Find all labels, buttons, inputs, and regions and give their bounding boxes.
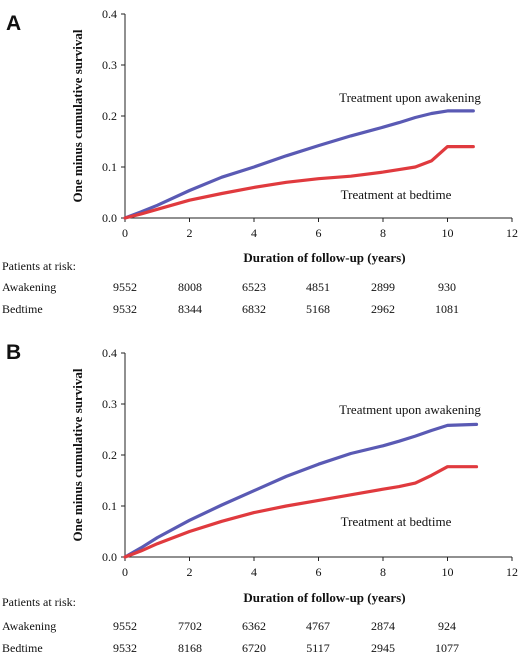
risk-value: 6362 xyxy=(242,619,266,633)
x-axis-title: Duration of follow-up (years) xyxy=(243,590,405,605)
risk-value: 924 xyxy=(438,619,456,633)
series-line-bedtime xyxy=(123,145,475,220)
x-tick-label: 2 xyxy=(187,226,193,240)
risk-value: 9532 xyxy=(113,302,137,316)
x-tick-label: 6 xyxy=(316,226,322,240)
y-tick-label: 0.0 xyxy=(102,550,117,564)
y-tick-label: 0.1 xyxy=(102,160,117,174)
risk-value: 2945 xyxy=(371,641,395,655)
risk-value: 5168 xyxy=(306,302,330,316)
risk-value: 2962 xyxy=(371,302,395,316)
risk-value: 2899 xyxy=(371,280,395,294)
risk-value: 9552 xyxy=(113,619,137,633)
x-tick-label: 10 xyxy=(442,226,454,240)
risk-row-label: Bedtime xyxy=(2,302,43,316)
risk-value: 7702 xyxy=(178,619,202,633)
x-tick-label: 6 xyxy=(316,565,322,579)
x-tick-label: 10 xyxy=(442,565,454,579)
risk-value: 6720 xyxy=(242,641,266,655)
series-line-awakening xyxy=(123,109,475,220)
risk-table-title: Patients at risk: xyxy=(2,259,76,273)
y-tick-label: 0.4 xyxy=(102,7,117,21)
risk-value: 6523 xyxy=(242,280,266,294)
y-tick-label: 0.3 xyxy=(102,58,117,72)
x-tick-label: 2 xyxy=(187,565,193,579)
series-line-awakening xyxy=(123,422,479,559)
risk-value: 4851 xyxy=(306,280,330,294)
risk-row-label: Bedtime xyxy=(2,641,43,655)
x-tick-label: 0 xyxy=(122,226,128,240)
y-tick-label: 0.2 xyxy=(102,448,117,462)
risk-value: 9552 xyxy=(113,280,137,294)
risk-table-title: Patients at risk: xyxy=(2,595,76,609)
risk-value: 4767 xyxy=(306,619,330,633)
risk-row-label: Awakening xyxy=(2,619,56,633)
y-axis-title: One minus cumulative survival xyxy=(70,29,85,202)
series-annotation: Treatment at bedtime xyxy=(341,187,452,202)
y-axis-title: One minus cumulative survival xyxy=(70,368,85,541)
y-tick-label: 0.1 xyxy=(102,499,117,513)
y-tick-label: 0.2 xyxy=(102,109,117,123)
risk-value: 8168 xyxy=(178,641,202,655)
x-tick-label: 8 xyxy=(380,226,386,240)
series-line-bedtime xyxy=(123,465,479,559)
x-tick-label: 0 xyxy=(122,565,128,579)
risk-row-label: Awakening xyxy=(2,280,56,294)
panel-label: B xyxy=(6,341,21,364)
risk-value: 6832 xyxy=(242,302,266,316)
chart-panel-a: A 0.0 0.1 0.2 0.3 0.4 0 2 4 6 8 10 12 One minus cumul… xyxy=(2,7,518,316)
x-tick-label: 4 xyxy=(251,565,257,579)
risk-value: 2874 xyxy=(371,619,395,633)
x-axis-title: Duration of follow-up (years) xyxy=(243,250,405,265)
y-tick-label: 0.0 xyxy=(102,211,117,225)
panel-label: A xyxy=(6,12,21,35)
series-annotation: Treatment at bedtime xyxy=(341,514,452,529)
series-annotation: Treatment upon awakening xyxy=(339,90,481,105)
x-tick-label: 8 xyxy=(380,565,386,579)
x-tick-label: 4 xyxy=(251,226,257,240)
risk-value: 1081 xyxy=(435,302,459,316)
series-annotation: Treatment upon awakening xyxy=(339,402,481,417)
y-tick-label: 0.3 xyxy=(102,397,117,411)
chart-panel-b: B 0.0 0.1 0.2 0.3 0.4 0 2 4 6 8 10 12 One minus cumul… xyxy=(2,341,518,655)
risk-value: 5117 xyxy=(306,641,330,655)
x-tick-label: 12 xyxy=(506,565,518,579)
risk-value: 8008 xyxy=(178,280,202,294)
x-tick-label: 12 xyxy=(506,226,518,240)
risk-value: 1077 xyxy=(435,641,459,655)
risk-value: 930 xyxy=(438,280,456,294)
risk-value: 8344 xyxy=(178,302,202,316)
y-tick-label: 0.4 xyxy=(102,346,117,360)
risk-value: 9532 xyxy=(113,641,137,655)
